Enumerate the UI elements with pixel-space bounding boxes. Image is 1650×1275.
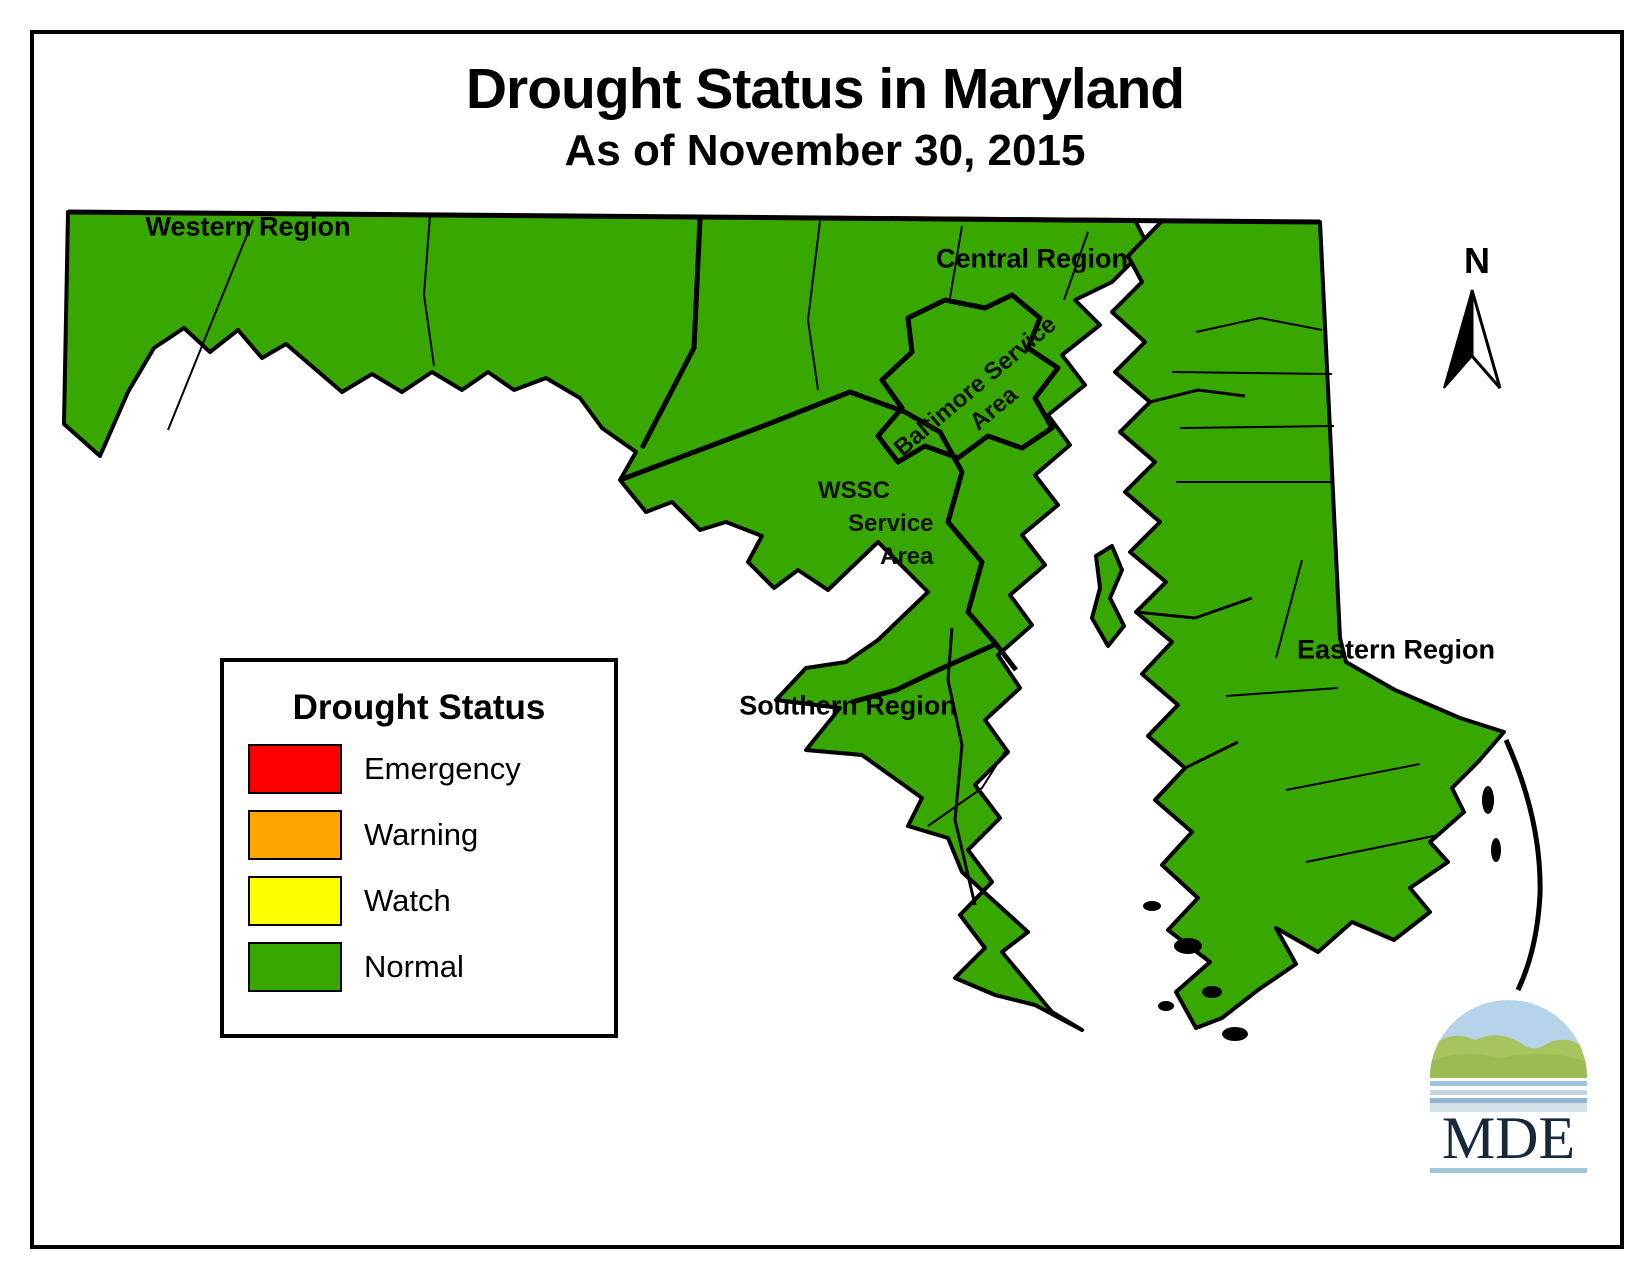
marsh-island — [1202, 986, 1222, 998]
county-line — [167, 219, 254, 431]
emergency-color-swatch — [248, 744, 342, 794]
county-line — [807, 220, 821, 391]
marsh-island — [1222, 1027, 1248, 1041]
county-line — [423, 214, 435, 367]
nanticoke-river — [1184, 740, 1239, 770]
kent-island — [1090, 544, 1126, 648]
county-line — [927, 749, 1007, 827]
legend-title: Drought Status — [292, 688, 546, 727]
mde-logo-water-stripes — [1430, 1078, 1587, 1112]
county-line — [1285, 763, 1421, 791]
marsh-island — [1174, 938, 1202, 954]
assateague-island — [1503, 738, 1543, 992]
legend-item-label: Warning — [364, 817, 479, 852]
choptank-river — [1135, 596, 1253, 620]
western-central-boundary — [639, 218, 703, 450]
north-label: N — [1464, 240, 1490, 281]
legend-item-label: Normal — [364, 949, 464, 984]
north-arrow-right-half — [1470, 289, 1502, 389]
legend-item-watch: Watch — [248, 876, 614, 926]
county-line — [1275, 559, 1303, 659]
chester-river — [1149, 388, 1246, 404]
legend-item-label: Watch — [364, 883, 451, 918]
mde-logo: MDE — [1430, 1000, 1587, 1174]
eastern-region-label: Eastern Region — [1296, 634, 1496, 665]
marsh-island — [1143, 901, 1161, 911]
legend-item-normal: Normal — [248, 942, 614, 992]
page-subtitle: As of November 30, 2015 — [564, 126, 1086, 175]
watch-color-swatch — [248, 876, 342, 926]
county-line — [1225, 687, 1339, 697]
normal-color-swatch — [248, 942, 342, 992]
baltimore-service-boundary — [875, 292, 1061, 465]
wssc-boundary — [619, 389, 999, 705]
legend-item-emergency: Emergency — [248, 744, 614, 794]
county-line — [1305, 835, 1435, 863]
county-line — [949, 225, 963, 299]
coastal-marsh — [1491, 838, 1501, 862]
western-region-label: Western Region — [145, 211, 351, 242]
mde-logo-sky — [1430, 1000, 1587, 1078]
county-line — [1179, 425, 1335, 429]
marsh-island — [1158, 1001, 1174, 1011]
drought-status-legend: Drought Status Emergency Warning Watch N… — [220, 658, 618, 1038]
mde-logo-hills — [1430, 1035, 1587, 1078]
legend-item-warning: Warning — [248, 810, 614, 860]
county-line — [1171, 371, 1333, 375]
wssc-label-line3: Area — [880, 543, 934, 571]
map-frame-border — [30, 30, 1624, 1249]
central-region-label: Central Region — [935, 243, 1129, 274]
wssc-service-area-label: WSSC Service Area — [818, 474, 933, 573]
legend-item-label: Emergency — [364, 751, 521, 786]
mde-logo-text: MDE — [1441, 1105, 1576, 1171]
coastal-marsh — [1482, 786, 1494, 814]
county-line — [1063, 231, 1089, 301]
southern-region-label: Southern Region — [739, 690, 957, 721]
county-line — [1195, 317, 1323, 333]
western-shore-landmass — [62, 210, 1150, 1032]
warning-color-swatch — [248, 810, 342, 860]
state-north-border — [67, 209, 1321, 225]
north-arrow: N — [1442, 240, 1512, 400]
central-southern-boundary — [994, 642, 1018, 672]
wssc-label-line1: WSSC — [818, 477, 890, 504]
wssc-label-line2: Service — [848, 510, 934, 538]
page-title: Drought Status in Maryland — [465, 57, 1185, 121]
mde-logo-baseline — [1430, 1168, 1587, 1173]
